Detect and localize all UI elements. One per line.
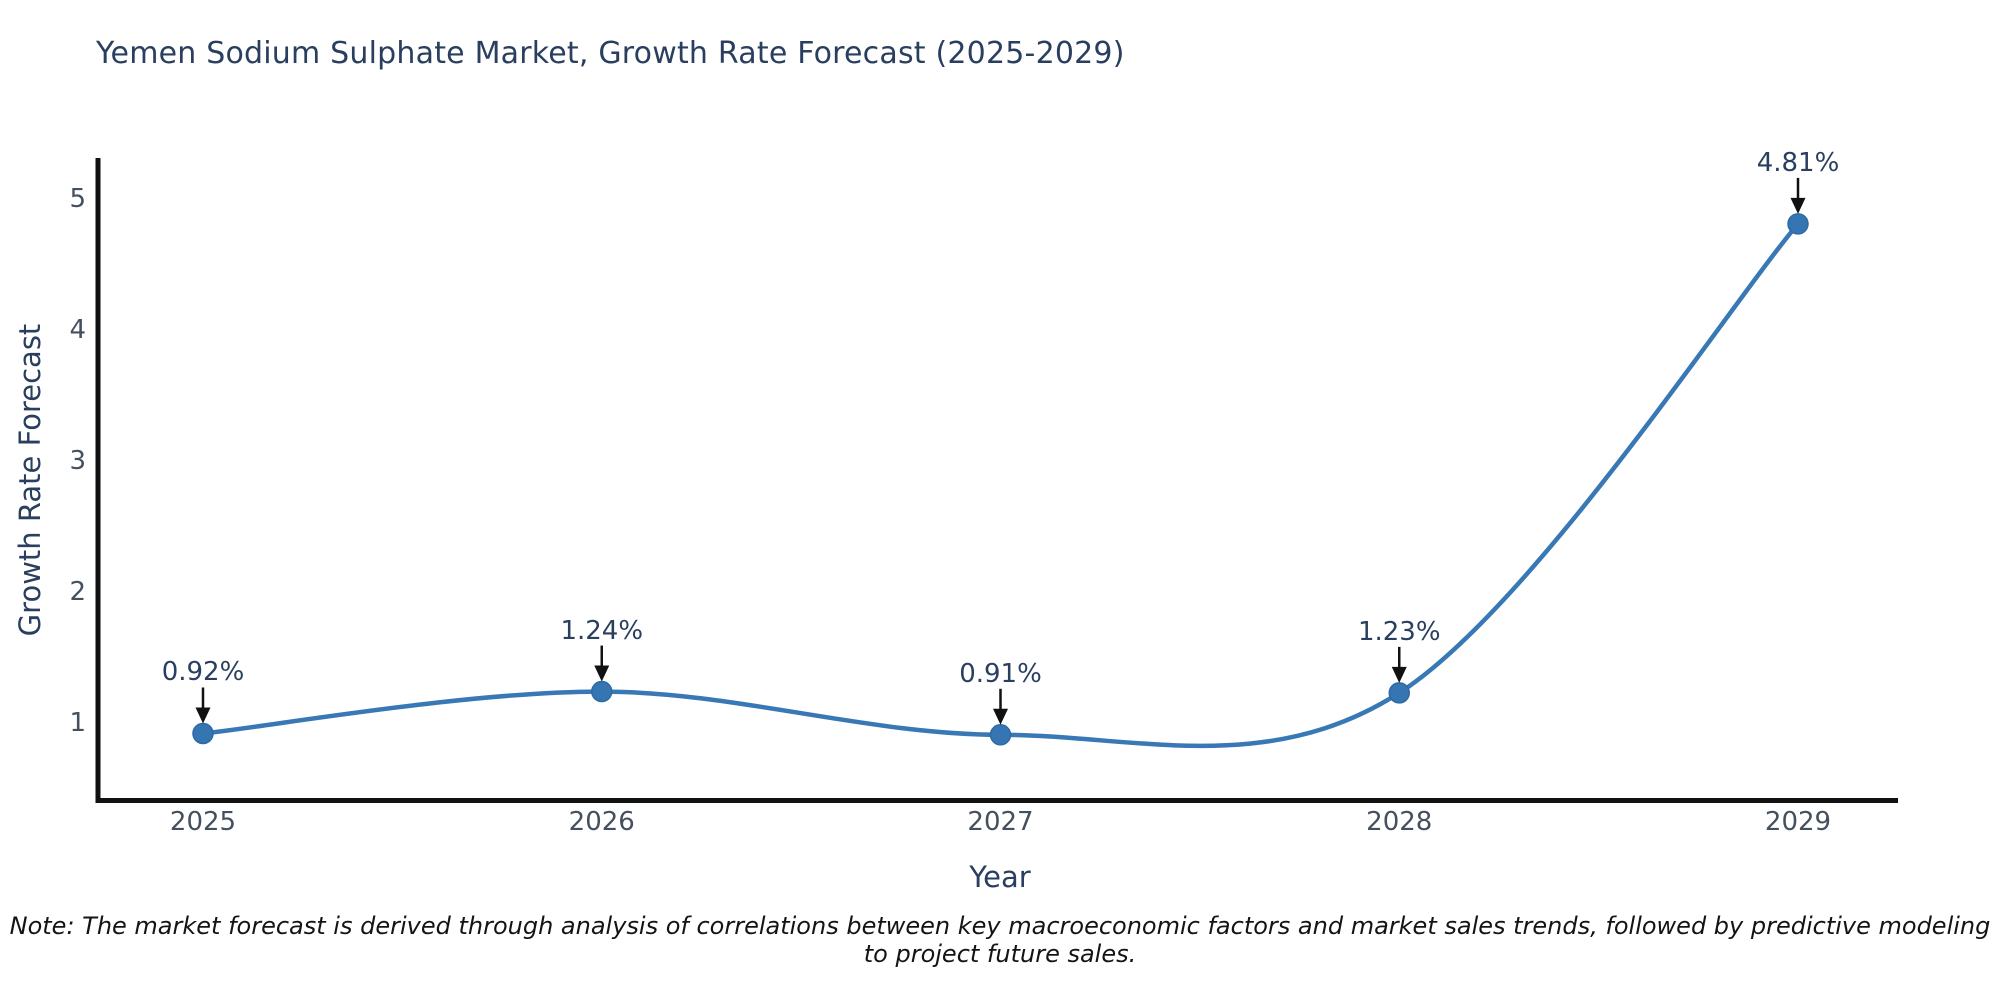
data-point-marker (591, 680, 613, 703)
x-tick-label: 2028 (1366, 807, 1433, 837)
y-tick-label: 1 (69, 708, 86, 738)
data-point-marker (192, 722, 214, 745)
y-tick-label: 5 (69, 184, 86, 214)
chart-title: Yemen Sodium Sulphate Market, Growth Rat… (96, 36, 1125, 71)
y-tick-label: 3 (69, 446, 86, 476)
annotation-arrow-head (993, 708, 1008, 725)
data-point-label: 4.81% (1756, 147, 1840, 178)
data-point-label: 0.91% (959, 658, 1042, 689)
annotation-arrow-head (1391, 666, 1407, 683)
data-point-marker (1787, 213, 1809, 235)
x-tick-label: 2027 (967, 807, 1034, 837)
annotation-arrow-head (1790, 197, 1806, 214)
data-point-label: 0.92% (161, 657, 245, 688)
data-point-label: 1.24% (560, 615, 644, 646)
annotation-arrow-head (594, 665, 610, 682)
y-tick-label: 4 (69, 315, 86, 345)
x-axis-title: Year (969, 860, 1031, 894)
annotation-arrow-head (195, 707, 211, 724)
y-tick-label: 2 (69, 577, 86, 607)
data-point-marker (1388, 682, 1410, 704)
data-point-label: 1.23% (1357, 616, 1441, 647)
data-point-marker (989, 724, 1012, 746)
x-tick-label: 2029 (1764, 807, 1832, 837)
footnote: Note: The market forecast is derived thr… (9, 912, 1991, 968)
curve-line (200, 221, 1801, 749)
y-axis-title: Growth Rate Forecast (13, 323, 47, 637)
x-tick-label: 2026 (568, 807, 635, 837)
x-tick-label: 2025 (169, 807, 237, 837)
